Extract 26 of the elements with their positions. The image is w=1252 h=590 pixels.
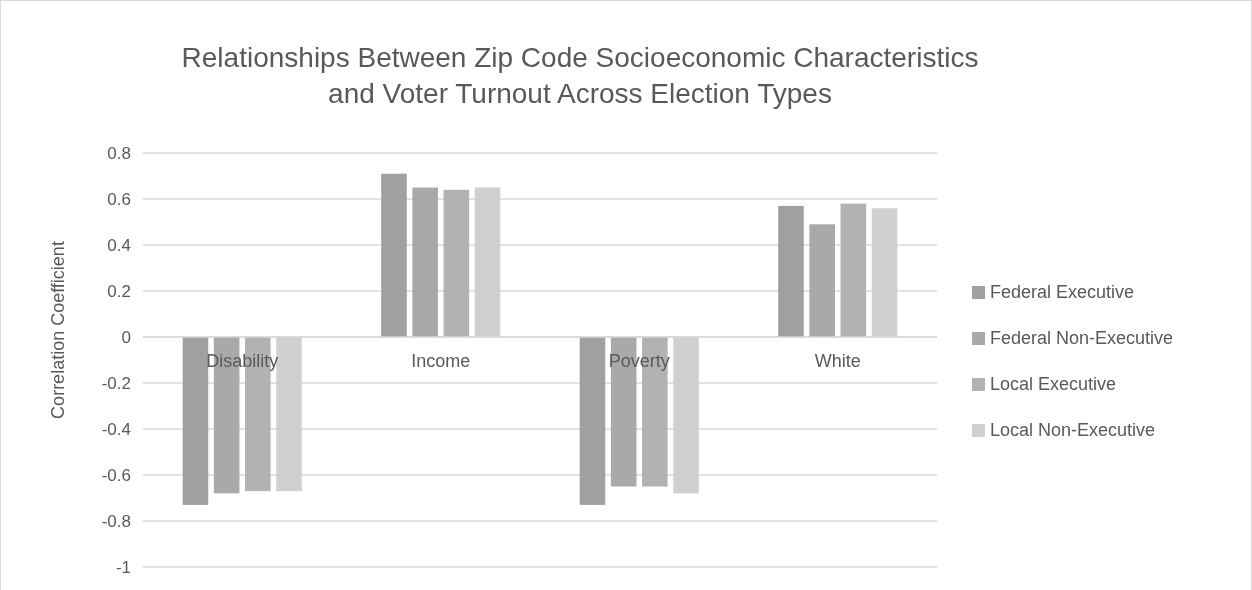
- y-tick-label: 0.8: [107, 143, 131, 163]
- x-tick-label: White: [814, 351, 861, 371]
- y-tick-label: -0.2: [101, 373, 131, 393]
- bar: [381, 173, 407, 337]
- y-tick-label: 0.6: [107, 189, 131, 209]
- y-tick-label: 0: [121, 327, 131, 347]
- legend-label: Federal Non-Executive: [990, 328, 1174, 349]
- chart-title: Relationships Between Zip Code Socioeconomic Characteristics and Voter Turnout Across Election Types: [181, 42, 979, 109]
- bar: [778, 205, 804, 337]
- y-axis-title: Correlation Coefficient: [48, 241, 68, 419]
- y-tick-label: -0.4: [101, 419, 131, 439]
- y-tick-label: -0.8: [101, 511, 131, 531]
- bar: [809, 224, 835, 337]
- x-tick-label: Income: [411, 351, 471, 371]
- bar: [182, 337, 209, 505]
- legend-label: Federal Executive: [990, 282, 1135, 303]
- y-tick-label: 0.4: [107, 235, 131, 255]
- bar: [579, 337, 606, 505]
- legend-label: Local Executive: [990, 374, 1117, 395]
- y-tick-label: -0.6: [101, 465, 131, 485]
- legend-label: Local Non-Executive: [990, 420, 1156, 441]
- bar: [840, 203, 867, 337]
- y-tick-label: -1: [115, 557, 131, 577]
- y-tick-label: 0.2: [107, 281, 131, 301]
- bar: [443, 189, 470, 337]
- bar: [412, 187, 438, 337]
